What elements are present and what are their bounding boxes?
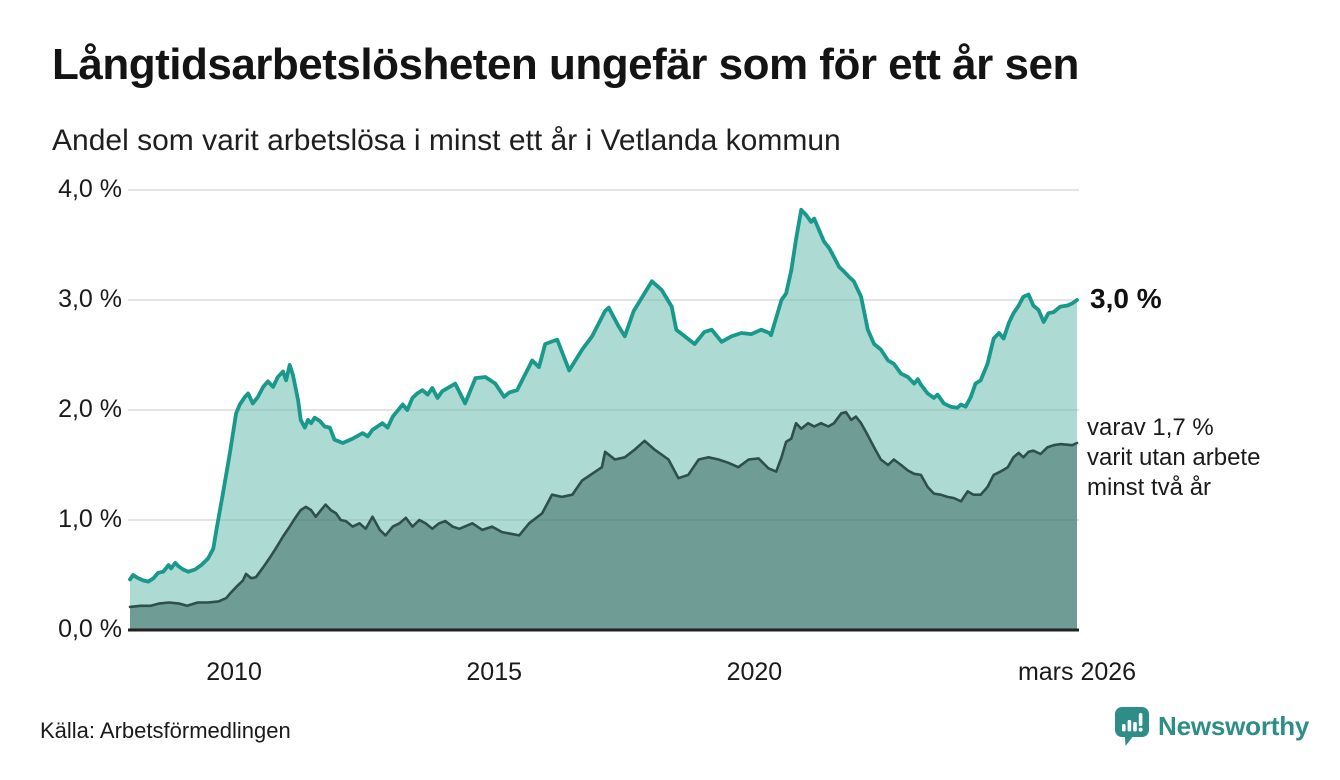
page-title: Långtidsarbetslösheten ungefär som för e… [52, 40, 1079, 89]
annotation-line: varav 1,7 % [1087, 414, 1214, 441]
line-total [128, 207, 1079, 584]
newsworthy-brand: Newsworthy [1114, 706, 1309, 747]
annotation-line: varit utan arbete [1087, 444, 1261, 471]
x-tick-label: mars 2026 [1017, 658, 1137, 686]
newsworthy-brand-name: Newsworthy [1158, 711, 1310, 741]
y-tick-label: 2,0 % [58, 395, 122, 423]
area-two-years [130, 412, 1077, 630]
y-tick-label: 3,0 % [58, 285, 122, 313]
end-value-label-total: 3,0 % [1090, 283, 1162, 314]
x-tick-label: 2015 [466, 658, 523, 686]
chart-subtitle: Andel som varit arbetslösa i minst ett å… [52, 124, 841, 157]
y-tick-label: 0,0 % [58, 615, 122, 643]
x-tick-label: 2010 [206, 658, 262, 686]
x-tick-label: 2020 [726, 658, 783, 686]
y-tick-label: 4,0 % [58, 175, 122, 203]
source-note: Källa: Arbetsförmedlingen [40, 718, 291, 743]
line-two-years [128, 410, 1079, 609]
newsworthy-logo-icon [1115, 707, 1149, 746]
y-tick-label: 1,0 % [58, 505, 122, 533]
annotation-line: minst två år [1087, 474, 1212, 501]
end-value-annotation-two-years: varav 1,7 % varit utan arbete minst två … [1087, 413, 1260, 503]
